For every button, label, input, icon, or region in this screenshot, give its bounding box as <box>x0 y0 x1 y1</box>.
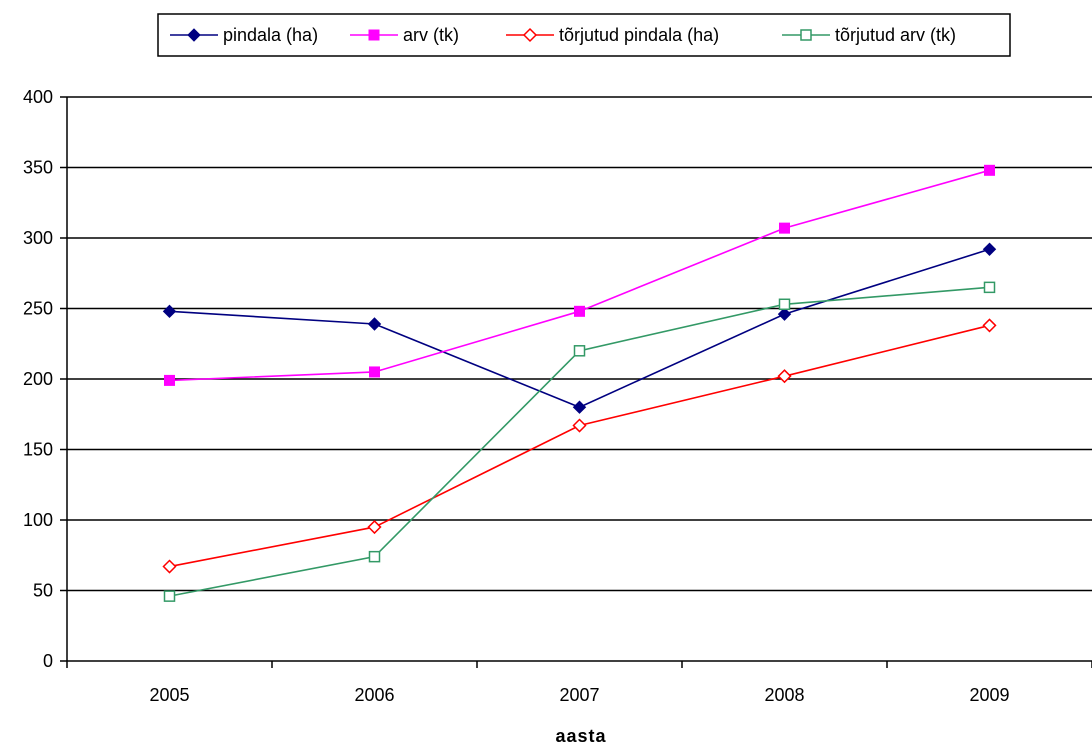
legend-label: tõrjutud pindala (ha) <box>559 25 719 45</box>
series-group <box>164 165 996 601</box>
data-point-t-rjutud-pindala-ha-2005 <box>164 561 176 573</box>
y-axis-ticks: 0 50 100 150 200 250 300 350 400 <box>23 87 67 671</box>
y-tick-label: 300 <box>23 228 53 248</box>
y-tick-label: 250 <box>23 299 53 319</box>
data-point-arv-tk-2008 <box>780 223 790 233</box>
data-point-arv-tk-2007 <box>575 306 585 316</box>
legend-label: arv (tk) <box>403 25 459 45</box>
data-point-t-rjutud-pindala-ha-2006 <box>369 521 381 533</box>
data-point-pindala-ha-2009 <box>984 243 996 255</box>
data-point-t-rjutud-arv-tk-2008 <box>780 299 790 309</box>
x-tick-label: 2006 <box>354 685 394 705</box>
legend-marker <box>801 30 811 40</box>
data-point-t-rjutud-arv-tk-2005 <box>165 591 175 601</box>
series-line-t-rjutud-arv-tk <box>170 287 990 596</box>
data-point-arv-tk-2006 <box>370 367 380 377</box>
data-point-t-rjutud-arv-tk-2006 <box>370 552 380 562</box>
data-point-arv-tk-2009 <box>985 165 995 175</box>
data-point-pindala-ha-2006 <box>369 318 381 330</box>
data-point-arv-tk-2005 <box>165 375 175 385</box>
y-tick-label: 50 <box>33 581 53 601</box>
data-point-t-rjutud-pindala-ha-2009 <box>984 319 996 331</box>
data-point-t-rjutud-arv-tk-2009 <box>985 282 995 292</box>
y-tick-label: 150 <box>23 440 53 460</box>
x-axis-label: aasta <box>555 726 606 746</box>
data-point-t-rjutud-arv-tk-2007 <box>575 346 585 356</box>
y-tick-label: 400 <box>23 87 53 107</box>
y-tick-label: 200 <box>23 369 53 389</box>
series-t-rjutud-pindala-ha <box>164 319 996 572</box>
series-line-pindala-ha <box>170 249 990 407</box>
x-tick-label: 2009 <box>969 685 1009 705</box>
y-tick-label: 100 <box>23 510 53 530</box>
legend-marker <box>369 30 379 40</box>
y-tick-label: 350 <box>23 158 53 178</box>
legend: pindala (ha) arv (tk) tõrjutud pindala (ha… <box>158 14 1010 56</box>
series-line-t-rjutud-pindala-ha <box>170 325 990 566</box>
y-tick-label: 0 <box>43 651 53 671</box>
data-point-pindala-ha-2005 <box>164 305 176 317</box>
data-point-pindala-ha-2007 <box>574 401 586 413</box>
legend-label: tõrjutud arv (tk) <box>835 25 956 45</box>
series-t-rjutud-arv-tk <box>165 282 995 601</box>
x-tick-label: 2007 <box>559 685 599 705</box>
x-tick-label: 2005 <box>149 685 189 705</box>
series-pindala-ha <box>164 243 996 413</box>
x-tick-label: 2008 <box>764 685 804 705</box>
gridlines <box>67 97 1092 591</box>
legend-label: pindala (ha) <box>223 25 318 45</box>
x-axis-ticks: 2005 2006 2007 2008 2009 <box>67 661 1092 705</box>
data-point-t-rjutud-pindala-ha-2007 <box>574 420 586 432</box>
data-point-t-rjutud-pindala-ha-2008 <box>779 370 791 382</box>
